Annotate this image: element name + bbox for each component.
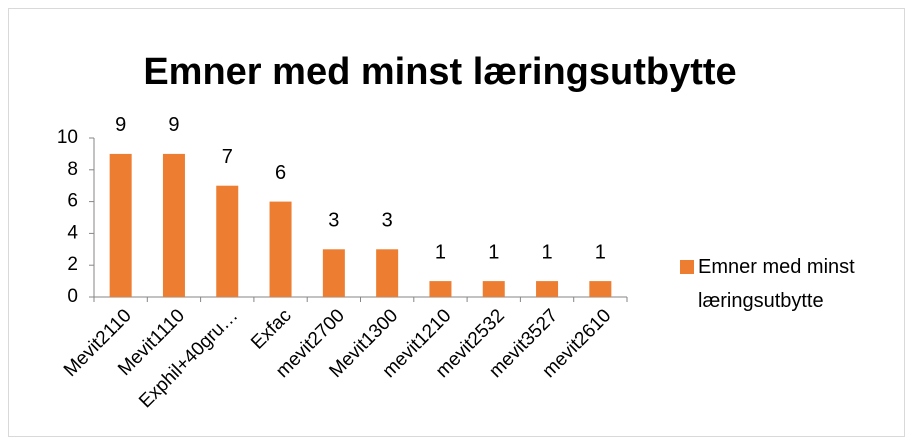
chart-title: Emner med minst læringsutbytte	[143, 51, 736, 93]
y-tick-label: 10	[57, 127, 78, 148]
y-tick-label: 0	[67, 286, 78, 307]
bar	[162, 153, 185, 297]
legend-label: Emner med minst læringsutbytte	[698, 256, 855, 312]
bar	[322, 249, 345, 297]
y-tick-label: 8	[67, 159, 78, 180]
data-label: 9	[168, 114, 179, 136]
data-label: 1	[541, 241, 552, 263]
bar	[589, 281, 612, 297]
data-label: 9	[115, 114, 126, 136]
bar	[376, 249, 399, 297]
data-label: 6	[275, 162, 286, 184]
data-label: 1	[435, 241, 446, 263]
legend-swatch	[680, 260, 694, 274]
chart-border	[8, 8, 905, 437]
data-label: 1	[488, 241, 499, 263]
bar	[429, 281, 452, 297]
data-label: 1	[595, 241, 606, 263]
bar	[216, 185, 239, 297]
bar	[482, 281, 505, 297]
data-label: 3	[382, 210, 393, 232]
data-label: 7	[222, 146, 233, 168]
data-label: 3	[328, 210, 339, 232]
bar	[269, 201, 292, 297]
bar	[109, 153, 132, 297]
legend: Emner med minst læringsutbytte	[680, 250, 870, 318]
bar	[536, 281, 559, 297]
y-tick-label: 2	[67, 254, 78, 275]
y-tick-label: 4	[67, 222, 78, 243]
y-tick-label: 6	[67, 191, 78, 212]
